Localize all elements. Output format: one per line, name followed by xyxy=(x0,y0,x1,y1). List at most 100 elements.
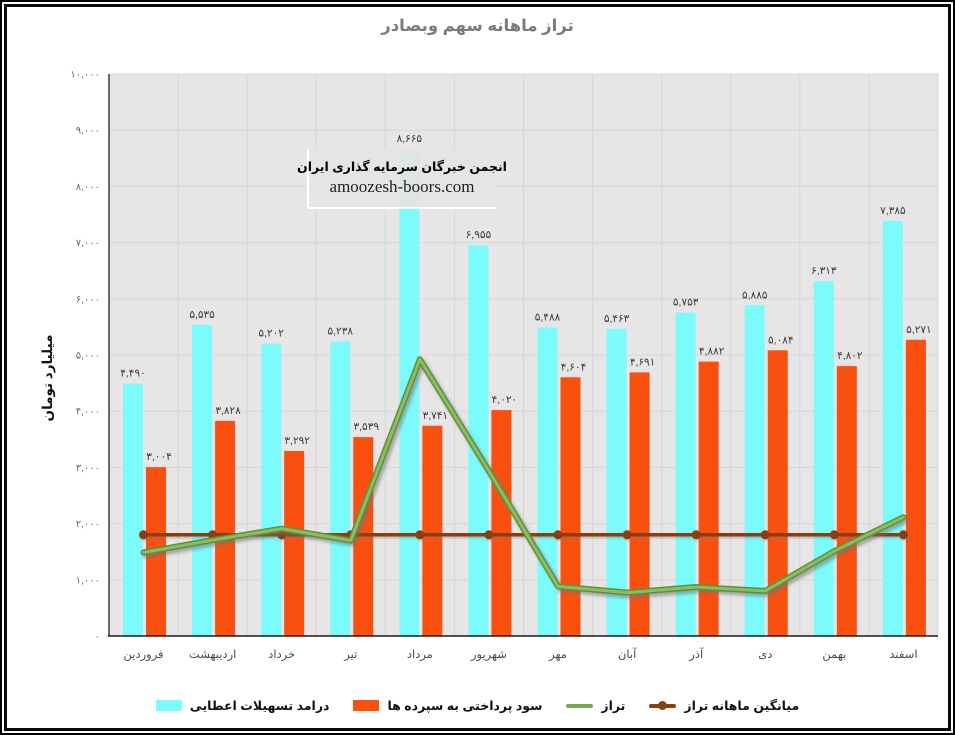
average-marker xyxy=(139,530,149,540)
interest-bar-label: ۴,۶۰۴ xyxy=(561,361,586,373)
average-marker xyxy=(760,530,770,540)
chart-legend: درامد تسهیلات اعطایی سود پرداختی به سپرد… xyxy=(2,698,953,713)
average-marker xyxy=(691,530,701,540)
y-tick-label: ۹,۰۰۰ xyxy=(76,126,100,137)
income-bar xyxy=(330,341,351,636)
legend-income-swatch-icon xyxy=(155,700,182,711)
income-bar-label: ۸,۶۶۵ xyxy=(397,133,423,145)
x-category-label: دی xyxy=(758,649,772,661)
interest-bar xyxy=(560,377,581,636)
y-tick-label: ۰ xyxy=(95,632,100,643)
income-bar xyxy=(675,312,696,636)
income-bar-label: ۶,۳۱۳ xyxy=(811,265,837,277)
x-category-label: فروردین xyxy=(124,649,164,662)
chart-title: تراز ماهانه سهم وبصادر xyxy=(381,17,574,35)
income-bar xyxy=(468,245,489,636)
average-line-group xyxy=(139,530,908,540)
income-bar xyxy=(813,281,834,636)
interest-bar-label: ۵,۲۷۱ xyxy=(906,324,931,336)
average-marker xyxy=(622,530,632,540)
x-category-label: تیر xyxy=(343,649,357,662)
legend-balance-line-icon xyxy=(566,703,594,708)
legend-balance-label: تراز xyxy=(601,699,626,713)
x-category-label: مهر xyxy=(548,649,567,662)
watermark-website-text: amoozesh-boors.com xyxy=(329,177,475,196)
income-bar xyxy=(882,220,903,636)
interest-bar-label: ۴,۸۸۲ xyxy=(699,346,725,358)
interest-bar xyxy=(767,350,788,636)
interest-bar-label: ۴,۰۲۰ xyxy=(492,394,517,406)
income-bar xyxy=(606,328,627,636)
income-bar xyxy=(744,305,765,636)
y-tick-label: ۸,۰۰۰ xyxy=(76,182,100,193)
interest-bar xyxy=(491,410,512,636)
legend-item-interest: سود پرداختی به سپرده ها xyxy=(353,698,542,713)
x-category-label: خرداد xyxy=(268,649,295,662)
legend-item-income: درامد تسهیلات اعطایی xyxy=(155,698,330,713)
y-tick-label: ۳,۰۰۰ xyxy=(76,463,100,474)
y-tick-label: ۱,۰۰۰ xyxy=(76,575,100,586)
income-bar-label: ۵,۲۰۲ xyxy=(258,328,284,340)
x-category-label: آبان xyxy=(618,647,637,661)
interest-bar xyxy=(353,437,374,636)
legend-interest-label: سود پرداختی به سپرده ها xyxy=(387,699,543,713)
y-tick-label: ۲,۰۰۰ xyxy=(76,519,100,530)
income-bar xyxy=(192,324,213,636)
balance-line-group xyxy=(140,356,907,596)
interest-bar-label: ۳,۲۹۲ xyxy=(284,435,310,447)
y-tick-label: ۵,۰۰۰ xyxy=(76,351,100,362)
income-bar-label: ۶,۹۵۵ xyxy=(466,229,492,241)
balance-line xyxy=(142,357,905,595)
x-category-label: آذر xyxy=(688,647,704,662)
income-bar xyxy=(123,383,143,636)
average-marker xyxy=(415,530,425,540)
income-bar-label: ۴,۴۹۰ xyxy=(120,368,145,380)
interest-bar xyxy=(836,366,857,636)
x-category-label: شهریور xyxy=(470,649,507,662)
legend-average-label: میانگین ماهانه تراز xyxy=(684,699,800,713)
y-tick-label: ۶,۰۰۰ xyxy=(76,294,100,305)
average-marker xyxy=(898,530,908,540)
legend-average-line-icon xyxy=(649,700,677,710)
interest-bar-label: ۳,۷۴۱ xyxy=(423,410,448,422)
watermark-association-text: انجمن خبرگان سرمایه گذاری ایران xyxy=(297,160,507,174)
income-bar-label: ۵,۲۳۸ xyxy=(328,326,354,338)
average-marker xyxy=(484,530,494,540)
watermark-box: انجمن خبرگان سرمایه گذاری ایران amoozesh… xyxy=(297,149,507,209)
average-marker xyxy=(277,530,287,540)
legend-income-label: درامد تسهیلات اعطایی xyxy=(189,699,330,713)
income-bar xyxy=(537,327,558,636)
legend-item-balance: تراز xyxy=(566,698,625,713)
interest-bar-label: ۴,۸۰۲ xyxy=(837,350,863,362)
y-axis-title: میلیارد تومان xyxy=(40,334,55,422)
x-category-label: بهمن xyxy=(822,649,846,662)
interest-bar xyxy=(215,420,236,636)
income-bar-label: ۵,۵۳۵ xyxy=(189,309,215,321)
interest-bar-label: ۵,۰۸۴ xyxy=(768,334,793,346)
y-tick-label: ۴,۰۰۰ xyxy=(76,407,100,418)
x-category-label: مرداد xyxy=(407,649,433,662)
interest-bar-label: ۳,۰۰۴ xyxy=(146,451,171,463)
interest-bar xyxy=(284,450,305,636)
income-bar-label: ۵,۴۶۳ xyxy=(604,313,630,325)
x-category-label: اسفند xyxy=(889,649,917,661)
interest-bar-label: ۴,۶۹۱ xyxy=(630,356,655,368)
average-marker xyxy=(553,530,563,540)
interest-bar xyxy=(629,372,650,636)
average-marker xyxy=(829,530,839,540)
interest-bar-label: ۳,۵۳۹ xyxy=(354,421,380,433)
interest-bar xyxy=(698,361,719,636)
income-bar-label: ۷,۳۸۵ xyxy=(880,205,906,217)
legend-interest-swatch-icon xyxy=(353,700,380,711)
interest-bar xyxy=(422,425,443,636)
interest-bar-label: ۳,۸۲۸ xyxy=(215,405,241,417)
y-tick-label: ۱۰,۰۰۰ xyxy=(70,70,100,81)
income-bar-label: ۵,۷۵۳ xyxy=(673,297,699,309)
income-bar-label: ۵,۸۸۵ xyxy=(742,289,768,301)
income-bar xyxy=(261,343,282,636)
income-bar-label: ۵,۴۸۸ xyxy=(535,312,561,324)
x-category-label: اردیبهشت xyxy=(189,649,236,662)
legend-item-average: میانگین ماهانه تراز xyxy=(649,698,799,713)
